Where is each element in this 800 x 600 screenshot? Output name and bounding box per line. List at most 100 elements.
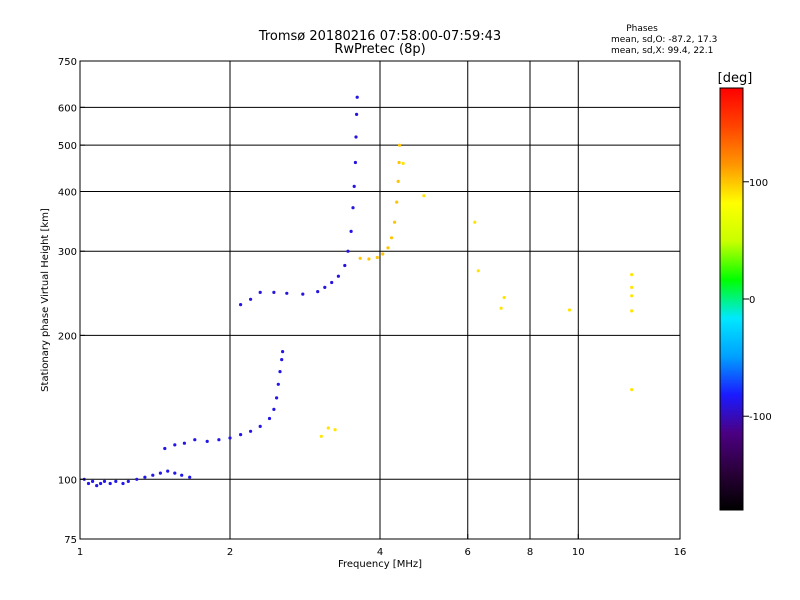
phases-mean-o: mean, sd,O: -87.2, 17.3: [611, 35, 717, 45]
data-point: [126, 479, 130, 483]
data-point: [336, 274, 340, 278]
y-axis-label: Stationary phase Virtual Height [km]: [40, 208, 51, 392]
data-point: [143, 475, 147, 479]
phases-title: Phases: [626, 24, 658, 34]
y-tick-label: 400: [58, 187, 77, 198]
colorbar: [719, 87, 744, 511]
data-point: [121, 481, 125, 486]
data-point: [276, 382, 280, 386]
x-tick-label: 1: [77, 547, 83, 558]
series-o-mode-e-f1-trace: [163, 350, 285, 451]
y-tick-label: 300: [58, 247, 77, 258]
x-tick-label: 8: [527, 547, 533, 558]
data-point: [272, 407, 276, 411]
data-point: [182, 441, 186, 445]
data-point: [386, 246, 390, 250]
series-o-mode-f2-trace: [239, 95, 359, 307]
data-point: [375, 255, 379, 260]
data-point: [355, 95, 359, 99]
data-point: [239, 433, 243, 437]
data-point: [330, 280, 334, 285]
data-point: [401, 161, 405, 165]
data-point: [567, 308, 572, 312]
data-point: [102, 479, 107, 483]
data-point: [205, 439, 209, 443]
y-tick-label: 600: [58, 103, 77, 114]
data-point: [228, 436, 232, 440]
data-point: [502, 295, 506, 300]
data-point: [358, 256, 362, 260]
data-point: [91, 479, 95, 483]
x-axis-label: Frequency [MHz]: [338, 559, 422, 570]
data-point: [354, 135, 358, 139]
phases-mean-x: mean, sd,X: 99.4, 22.1: [611, 46, 713, 56]
colorbar-tick-label: 100: [749, 178, 768, 189]
data-point: [343, 263, 347, 268]
data-point: [630, 273, 634, 277]
grid-lines: [80, 61, 680, 539]
data-point: [396, 179, 400, 183]
data-point: [353, 160, 357, 165]
y-tick-label: 500: [58, 141, 77, 152]
data-point: [499, 306, 503, 310]
data-point: [281, 350, 285, 354]
y-tick-label: 200: [58, 331, 77, 342]
x-tick-label: 2: [227, 547, 233, 558]
data-point: [258, 290, 262, 294]
data-point: [173, 443, 177, 447]
data-point: [390, 236, 394, 240]
y-tick-label: 750: [58, 57, 77, 68]
y-tick-label: 100: [58, 475, 77, 486]
y-axis: 75 100 200 300 400 500 600 750: [58, 57, 85, 546]
colorbar-tick-label: 0: [749, 295, 755, 306]
data-point: [180, 473, 184, 477]
data-point: [398, 143, 402, 147]
data-point: [323, 285, 327, 289]
data-point: [272, 290, 276, 294]
x-tick-label: 6: [465, 547, 471, 558]
data-point: [630, 309, 634, 313]
data-point: [135, 477, 139, 481]
data-point: [249, 429, 253, 433]
data-point: [301, 292, 305, 296]
data-point: [95, 484, 99, 488]
data-point: [630, 294, 634, 298]
data-point: [355, 112, 359, 116]
data-point: [381, 252, 385, 256]
x-tick-label: 4: [377, 547, 383, 558]
data-point: [476, 269, 480, 273]
data-point: [163, 446, 167, 451]
data-point: [346, 249, 350, 253]
data-point: [158, 471, 162, 475]
data-point: [352, 184, 356, 188]
data-point: [275, 396, 279, 400]
data-point: [316, 290, 320, 294]
colorbar-label: [deg]: [718, 71, 753, 86]
chart-title: Tromsø 20180216 07:58:00-07:59:43: [258, 29, 501, 44]
data-point: [285, 291, 289, 295]
data-point: [630, 388, 634, 392]
data-point: [258, 424, 262, 428]
x-tick-label: 10: [572, 547, 585, 558]
chart-subtitle: RwPretec (8p): [334, 42, 425, 57]
data-point: [188, 475, 192, 479]
data-point: [151, 473, 155, 477]
series-x-mode-f2-trace: [358, 143, 402, 261]
data-points: [82, 95, 634, 488]
series-o-mode-low-layer: [82, 469, 192, 488]
data-point: [239, 303, 243, 307]
colorbar-ticks: -100 0 100: [743, 178, 772, 423]
x-axis: 1 2 4 6 8 10 16: [77, 534, 686, 558]
data-point: [280, 358, 284, 362]
data-point: [217, 438, 221, 442]
data-point: [114, 479, 118, 483]
data-point: [86, 481, 91, 486]
data-point: [367, 257, 371, 261]
data-point: [395, 200, 399, 204]
data-point: [351, 206, 355, 210]
series-scattered-echoes: [319, 161, 634, 438]
data-point: [422, 194, 426, 198]
data-point: [333, 428, 337, 432]
data-point: [249, 297, 253, 301]
